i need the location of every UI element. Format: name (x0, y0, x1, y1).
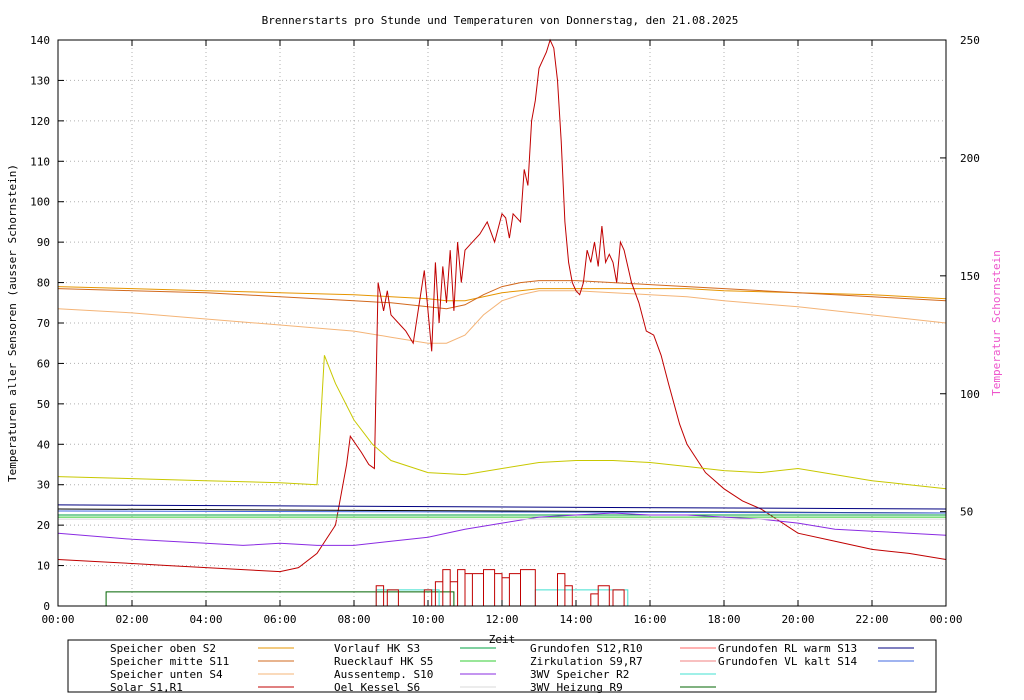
y-axis-label: Temperaturen aller Sensoren (ausser Scho… (6, 164, 19, 482)
legend-label: Grundofen RL warm S13 (718, 642, 857, 655)
x-tick-label: 14:00 (559, 613, 592, 626)
series-lines (57, 38, 947, 606)
legend-label: Speicher oben S2 (110, 642, 216, 655)
legend-label: Ruecklauf HK S5 (334, 655, 433, 668)
y-tick-label: 80 (37, 277, 50, 290)
series-burner-starts (375, 569, 625, 606)
series-line (57, 286, 947, 302)
legend-label: Oel Kessel S6 (334, 681, 420, 694)
grid (58, 40, 946, 606)
legend-box (67, 639, 937, 693)
series-line (57, 510, 947, 514)
y2-tick-label: 50 (960, 506, 973, 519)
series-line (57, 280, 947, 310)
legend-label: Vorlauf HK S3 (334, 642, 420, 655)
y2-tick-label: 250 (960, 34, 980, 47)
legend-label: 3WV Heizung R9 (530, 681, 623, 694)
x-tick-label: 16:00 (633, 613, 666, 626)
y2-axis-label: Temperatur Schornstein (990, 250, 1003, 396)
y-tick-label: 90 (37, 236, 50, 249)
series-step (105, 591, 455, 606)
x-tick-label: 00:00 (929, 613, 962, 626)
legend-label: Speicher unten S4 (110, 668, 223, 681)
legend-label: Grundofen S12,R10 (530, 642, 643, 655)
series-line (57, 504, 947, 510)
series-line (57, 512, 947, 546)
legend-label: 3WV Speicher R2 (530, 668, 629, 681)
x-tick-label: 02:00 (115, 613, 148, 626)
legend-label: Aussentemp. S10 (334, 668, 433, 681)
x-tick-label: 04:00 (189, 613, 222, 626)
x-tick-label: 12:00 (485, 613, 518, 626)
y-tick-label: 0 (43, 600, 50, 613)
y-tick-label: 40 (37, 438, 50, 451)
x-tick-label: 00:00 (41, 613, 74, 626)
y-axis: 0 10 20 30 40 50 60 70 80 90 100 110 120 130 140 (30, 34, 64, 613)
x-tick-label: 06:00 (263, 613, 296, 626)
x-axis: 00:00 02:00 04:00 06:00 08:00 10:00 12:00 14:00… (41, 40, 963, 626)
y-tick-label: 110 (30, 155, 50, 168)
x-tick-label: 18:00 (707, 613, 740, 626)
y-tick-label: 140 (30, 34, 50, 47)
y-tick-label: 60 (37, 357, 50, 370)
y-tick-label: 20 (37, 519, 50, 532)
legend-label: Speicher mitte S11 (110, 655, 229, 668)
series-line (57, 38, 947, 573)
legend-label: Zirkulation S9,R7 (530, 655, 643, 668)
x-tick-label: 10:00 (411, 613, 444, 626)
y-tick-label: 50 (37, 398, 50, 411)
series-line (57, 355, 947, 490)
y2-tick-label: 200 (960, 152, 980, 165)
chart-title: Brennerstarts pro Stunde und Temperature… (262, 14, 739, 27)
y-tick-label: 120 (30, 115, 50, 128)
y2-tick-label: 150 (960, 270, 980, 283)
y2-axis: 50 100 150 200 250 (940, 34, 980, 519)
y-tick-label: 100 (30, 196, 50, 209)
legend-label: Grundofen VL kalt S14 (718, 655, 857, 668)
x-tick-label: 08:00 (337, 613, 370, 626)
y-tick-label: 30 (37, 479, 50, 492)
y-tick-label: 130 (30, 74, 50, 87)
y-tick-label: 70 (37, 317, 50, 330)
series-line (57, 290, 947, 344)
legend-label: Solar S1,R1 (110, 681, 183, 694)
y-tick-label: 10 (37, 560, 50, 573)
y2-tick-label: 100 (960, 388, 980, 401)
x-tick-label: 22:00 (855, 613, 888, 626)
x-tick-label: 20:00 (781, 613, 814, 626)
